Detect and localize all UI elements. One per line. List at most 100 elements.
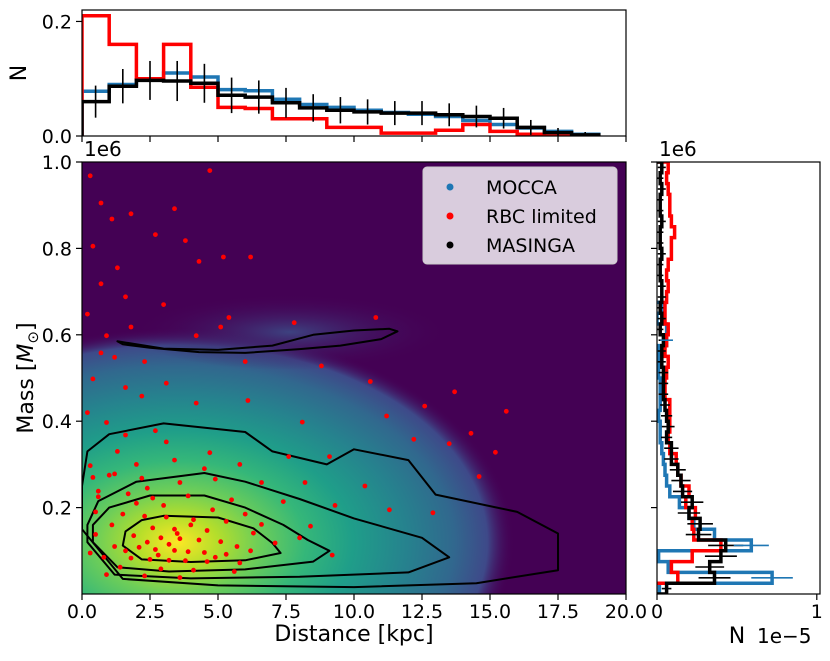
rbc-point (210, 507, 216, 513)
main-x-tick-label: 20.0 (605, 601, 647, 623)
rbc-point (446, 441, 452, 447)
rbc-point (242, 511, 248, 517)
rbc-point (221, 254, 226, 260)
rbc-point (493, 449, 498, 455)
legend-label-mocca: MOCCA (486, 177, 557, 199)
density-contour-2 (91, 494, 331, 573)
rbc-point (142, 359, 148, 364)
rbc-point (153, 232, 158, 238)
rbc-point (123, 548, 128, 554)
y-axis-label-close: ] (14, 322, 39, 331)
rbc-point (155, 552, 161, 558)
right-hist-layer (657, 162, 793, 594)
rbc-point (367, 379, 373, 384)
rbc-point (95, 494, 101, 500)
rbc-point (134, 462, 139, 467)
rbc-point (308, 523, 313, 529)
rbc-point (134, 500, 139, 506)
rbc-point (172, 457, 177, 463)
rbc-point (136, 544, 142, 550)
rbc-point (93, 532, 98, 537)
rbc-point (128, 555, 134, 561)
rbc-point (117, 564, 123, 570)
rbc-point (231, 569, 237, 574)
rbc-point (251, 530, 256, 536)
rbc-point (299, 419, 305, 425)
rbc-point (259, 480, 264, 485)
rbc-point (196, 259, 202, 264)
main-x-tick-label: 10.0 (333, 601, 375, 623)
rbc-point (174, 531, 180, 536)
rbc-point (468, 430, 474, 436)
rbc-point (153, 428, 158, 434)
top-y-tick-label: 0.2 (42, 11, 72, 33)
right-x-multiplier: 1e−5 (757, 624, 812, 648)
rbc-point (161, 503, 167, 508)
rbc-point (430, 510, 436, 516)
rbc-point (332, 503, 338, 508)
rbc-point (166, 557, 172, 563)
rbc-point (191, 567, 196, 573)
legend-box (422, 166, 618, 265)
rbc-point (120, 511, 126, 517)
rbc-point (123, 294, 128, 300)
right-x-tick-label: 0 (651, 601, 663, 623)
rbc-point (131, 533, 137, 539)
main-x-tick-label: 5.0 (203, 601, 233, 623)
rbc-point (104, 333, 109, 339)
main-y-multiplier: 1e6 (84, 137, 122, 161)
rbc-point (158, 535, 164, 541)
rbc-point (142, 513, 148, 519)
density-contour-3 (86, 472, 451, 580)
rbc-point (139, 393, 145, 399)
rbc-point (503, 408, 509, 414)
rbc-point (291, 320, 297, 326)
rbc-point (327, 454, 332, 459)
top-hist-masinga (82, 78, 601, 136)
rbc-point (106, 472, 112, 478)
rbc-point (125, 491, 131, 497)
rbc-point (411, 436, 417, 442)
rbc-point (87, 550, 93, 556)
rbc-point (302, 480, 308, 485)
rbc-point (93, 509, 98, 515)
legend-marker-masinga (446, 241, 454, 249)
x-axis-label: Distance [kpc] (274, 622, 433, 647)
main-x-ticks: 0.0 2.5 5.0 7.5 10.0 12.5 15.0 17.5 20.0 (67, 594, 647, 623)
rbc-point (297, 535, 302, 541)
rbc-point (362, 483, 368, 489)
rbc-point (112, 354, 117, 360)
rbc-point (150, 525, 156, 531)
right-hist-mocca (657, 300, 774, 594)
rbc-point (150, 495, 156, 501)
rbc-point (188, 522, 194, 528)
rbc-point (223, 551, 229, 557)
y-axis-label: Mass [M⊙] (14, 322, 42, 433)
rbc-point (87, 463, 93, 469)
rbc-point (112, 471, 117, 477)
rbc-point (177, 536, 183, 542)
legend-label-masinga: MASINGA (486, 235, 575, 257)
rbc-point (153, 547, 158, 552)
rbc-point (204, 559, 210, 564)
rbc-point (202, 466, 207, 472)
main-y-tick-label: 0.8 (42, 238, 72, 260)
rbc-point (204, 528, 210, 533)
rbc-point (172, 548, 177, 553)
top-y-ticks: 0.0 0.2 (42, 11, 82, 148)
legend: MOCCA RBC limited MASINGA (422, 166, 618, 265)
top-x-ticks (81, 136, 627, 142)
rbc-point (237, 560, 243, 566)
rbc-point (226, 315, 232, 320)
rbc-point (144, 485, 150, 491)
right-y-multiplier: 1e6 (659, 137, 697, 161)
rbc-point (223, 519, 229, 524)
rbc-point (183, 558, 188, 564)
rbc-point (452, 389, 457, 395)
density-contour-1 (121, 514, 282, 563)
rbc-point (212, 476, 218, 482)
density-contour-4 (82, 422, 559, 589)
rbc-point (163, 380, 169, 386)
rbc-point (123, 385, 128, 390)
